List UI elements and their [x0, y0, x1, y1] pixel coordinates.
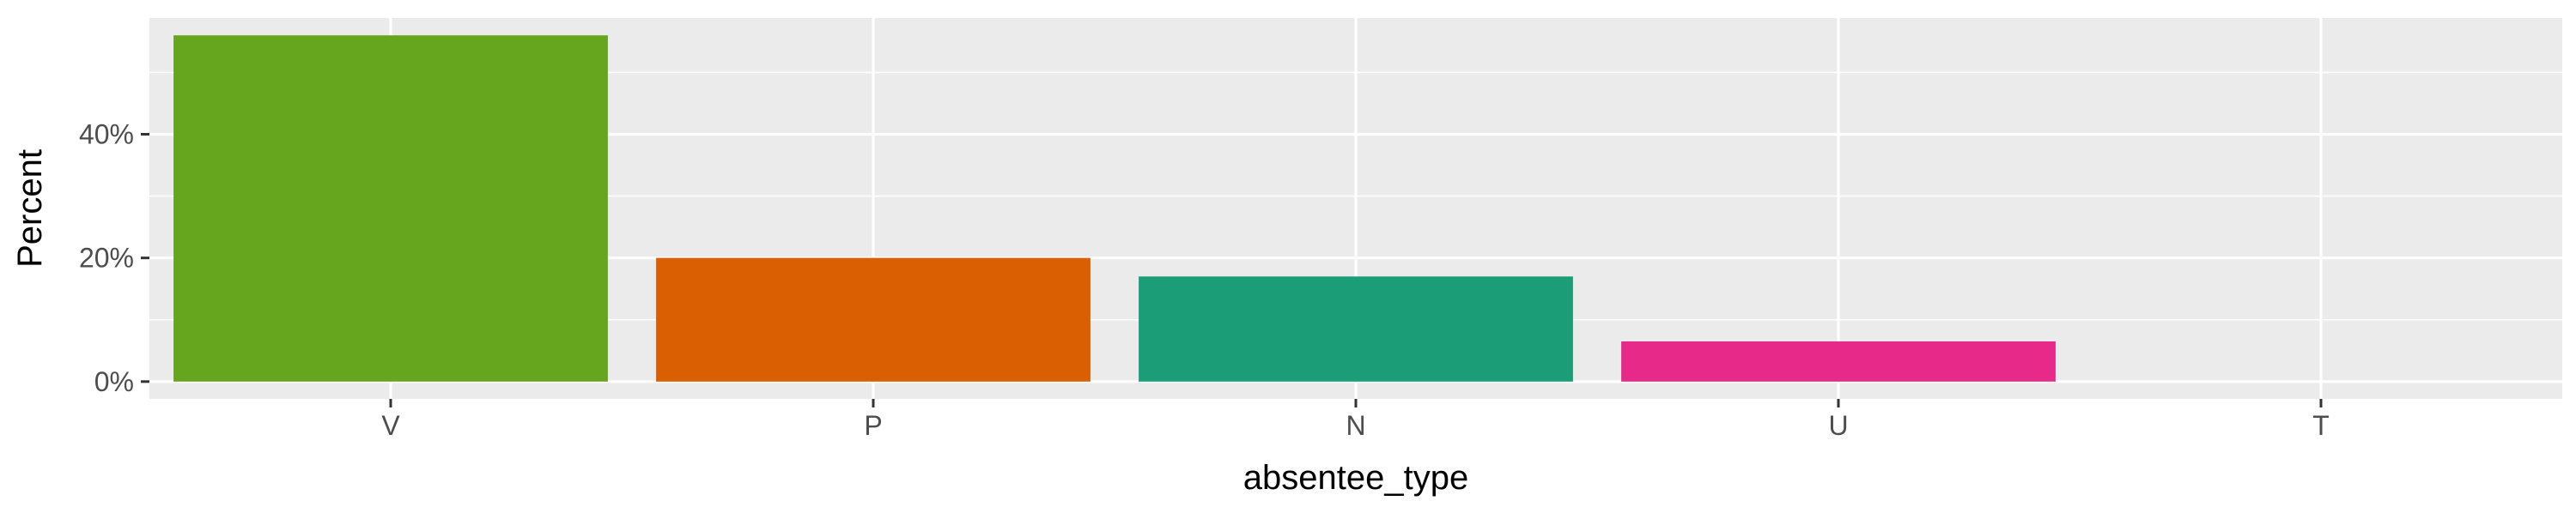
x-tick-label: V [381, 410, 400, 441]
bar-V [173, 35, 608, 382]
y-axis-title: Percent [11, 149, 49, 268]
bar-N [1139, 276, 1573, 382]
x-tick-label: N [1346, 410, 1365, 441]
y-tick-label: 20% [79, 243, 134, 274]
y-tick-label: 0% [94, 366, 134, 397]
bar-U [1621, 341, 2056, 382]
y-tick-label: 40% [79, 119, 134, 150]
bars [173, 35, 2056, 382]
y-axis: 0% 20% 40% [79, 119, 149, 397]
x-tick-label: P [864, 410, 882, 441]
bar-P [656, 257, 1091, 382]
x-tick-label: U [1828, 410, 1848, 441]
x-tick-label: T [2312, 410, 2330, 441]
x-axis-title: absentee_type [1243, 459, 1468, 497]
